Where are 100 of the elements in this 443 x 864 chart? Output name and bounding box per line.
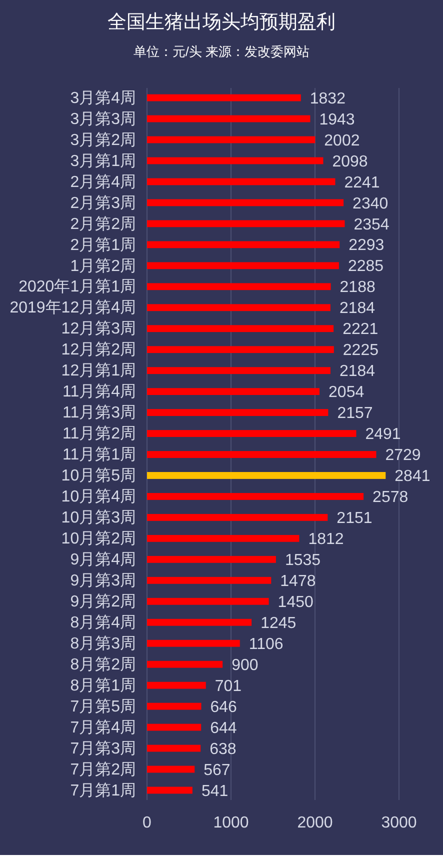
y-tick-label: 10月第2周 (61, 530, 136, 548)
bar (147, 598, 269, 605)
bar (147, 157, 324, 164)
bar (147, 556, 276, 563)
data-label: 1478 (280, 573, 316, 590)
bar (147, 766, 195, 773)
y-tick-label: 9月第2周 (70, 594, 136, 611)
y-tick-label: 8月第2周 (70, 656, 136, 674)
bar (147, 744, 201, 752)
bar (147, 640, 240, 647)
bar (147, 576, 272, 584)
y-tick-label: 7月第2周 (70, 761, 136, 778)
y-tick-label: 7月第3周 (70, 740, 136, 758)
x-tick-label: 2000 (297, 814, 333, 832)
y-tick-label: 3月第4周 (70, 90, 136, 107)
y-tick-label: 2月第2周 (70, 216, 136, 233)
data-label: 1832 (310, 90, 346, 108)
data-label: 2293 (348, 237, 384, 254)
bar (147, 409, 328, 416)
data-label: 1943 (319, 111, 355, 128)
bar (147, 534, 300, 542)
data-label: 2184 (339, 300, 376, 318)
bar (147, 199, 344, 206)
data-label: 2241 (344, 174, 380, 192)
y-tick-label: 3月第2周 (70, 132, 136, 149)
y-tick-label: 2月第3周 (70, 194, 136, 212)
y-tick-label: 8月第4周 (70, 614, 136, 632)
data-label: 2157 (337, 405, 373, 422)
data-label: 701 (214, 678, 242, 695)
y-tick-label: 9月第4周 (70, 552, 136, 569)
data-label: 2354 (354, 216, 390, 234)
y-tick-label: 10月第5周 (61, 468, 136, 485)
y-tick-label: 2020年1月第1周 (18, 278, 136, 296)
y-tick-label: 2019年12月第4周 (10, 300, 136, 317)
data-label: 2285 (348, 258, 384, 276)
bar (147, 178, 336, 186)
y-tick-label: 11月第2周 (62, 426, 136, 443)
data-label: 2491 (365, 426, 401, 444)
data-label: 541 (201, 782, 228, 800)
bar (147, 304, 330, 312)
bar (147, 388, 320, 395)
data-label: 638 (210, 740, 236, 758)
data-label: 1106 (248, 636, 284, 653)
bar (147, 493, 364, 500)
x-tick-label: 0 (142, 814, 152, 832)
y-tick-label: 11月第1周 (62, 446, 136, 464)
data-label: 567 (204, 762, 230, 779)
bar (147, 660, 223, 668)
data-label: 1450 (278, 594, 314, 611)
data-label: 646 (210, 698, 238, 716)
y-tick-label: 3月第1周 (70, 152, 136, 170)
y-tick-label: 7月第5周 (70, 698, 136, 716)
y-tick-label: 8月第3周 (70, 635, 136, 652)
data-label: 2002 (324, 132, 360, 150)
y-tick-label: 12月第1周 (61, 362, 136, 380)
bar (147, 136, 316, 144)
data-label: 2098 (332, 153, 368, 170)
y-tick-label: 11月第4周 (62, 384, 136, 401)
data-label: 1535 (284, 552, 321, 570)
data-label: 2841 (394, 468, 430, 486)
bar (147, 115, 310, 122)
bar (147, 346, 334, 354)
y-tick-label: 3月第3周 (70, 110, 136, 128)
bar (147, 514, 328, 521)
chart-subtitle: 单位：元/头 来源：发改委网站 (133, 44, 310, 59)
data-label: 2151 (336, 510, 372, 528)
x-tick-label: 1000 (213, 814, 249, 832)
y-tick-label: 7月第1周 (70, 782, 136, 800)
x-tick-label: 3000 (381, 814, 417, 832)
bar (147, 472, 386, 479)
y-tick-label: 12月第2周 (61, 342, 136, 359)
data-label: 1812 (308, 531, 344, 548)
bar (147, 94, 301, 102)
y-tick-label: 10月第4周 (61, 488, 136, 506)
y-tick-label: 7月第4周 (70, 719, 136, 736)
bar (147, 220, 345, 228)
bar (147, 430, 356, 437)
y-tick-label: 12月第3周 (61, 320, 136, 338)
y-tick-label: 11月第3周 (62, 404, 136, 422)
bar (147, 702, 202, 710)
data-label: 2188 (340, 279, 376, 296)
data-label: 2340 (352, 195, 388, 212)
bar (147, 262, 339, 270)
data-label: 2729 (385, 447, 421, 464)
data-label: 1245 (260, 614, 296, 632)
data-label: 2184 (339, 363, 376, 380)
y-tick-label: 2月第1周 (70, 236, 136, 254)
data-label: 2225 (342, 342, 379, 360)
bar (147, 451, 376, 458)
y-tick-label: 1月第2周 (70, 258, 136, 275)
data-label: 900 (232, 656, 258, 674)
y-tick-label: 10月第3周 (61, 510, 136, 527)
y-tick-label: 8月第1周 (70, 677, 136, 694)
bar (147, 367, 330, 374)
y-tick-label: 9月第3周 (70, 572, 136, 590)
chart-title: 全国生猪出场头均预期盈利 (108, 12, 336, 33)
data-label: 644 (210, 720, 237, 737)
y-tick-label: 2月第4周 (70, 174, 136, 191)
bar (147, 283, 331, 290)
bar (147, 682, 206, 689)
